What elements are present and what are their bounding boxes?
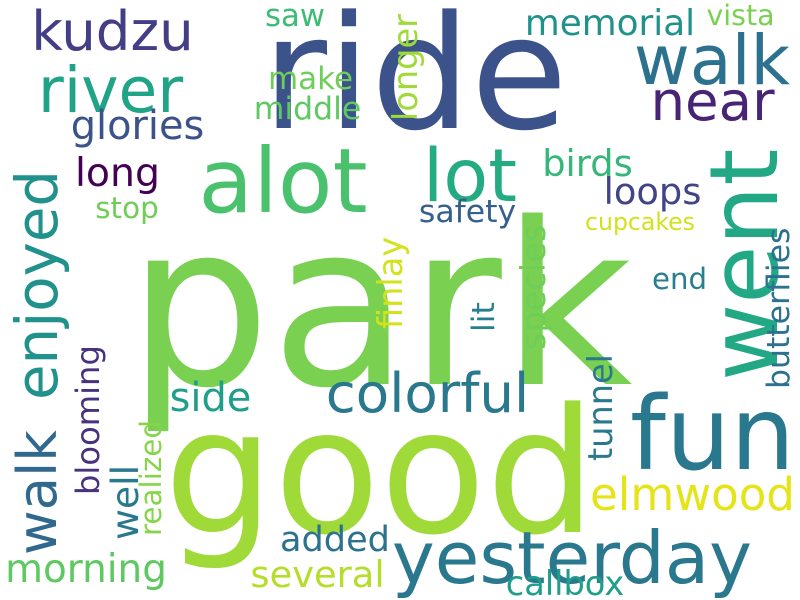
word-enjoyed: enjoyed	[2, 169, 71, 401]
word-fun: fun	[629, 375, 796, 495]
word-lit: lit	[466, 302, 503, 332]
word-loops: loops	[603, 170, 702, 214]
word-make: make	[267, 61, 354, 97]
word-park: park	[127, 175, 633, 438]
word-elmwood: elmwood	[590, 467, 795, 521]
word-side: side	[169, 375, 252, 422]
word-lot: lot	[422, 134, 518, 220]
word-longer: longer	[386, 14, 426, 121]
word-finlay: finlay	[371, 236, 411, 329]
word-glories: glories	[70, 103, 205, 150]
word-end: end	[652, 262, 707, 297]
word-yesterday: yesterday	[391, 517, 753, 600]
word-good: good	[163, 370, 597, 573]
word-added: added	[280, 519, 390, 561]
word-ride: ride	[262, 0, 568, 167]
word-colorful: colorful	[325, 360, 530, 425]
word-river: river	[37, 53, 184, 127]
word-species: species	[514, 224, 554, 351]
word-realized: realized	[134, 419, 169, 536]
word-walk2: walk	[5, 430, 70, 555]
word-birds: birds	[542, 142, 633, 186]
word-stop: stop	[95, 191, 159, 226]
word-walk: walk	[633, 22, 791, 102]
word-blooming: blooming	[68, 345, 107, 495]
word-middle: middle	[253, 91, 362, 128]
word-tunnel: tunnel	[581, 354, 621, 461]
word-vista: vista	[706, 0, 775, 33]
word-callbox: callbox	[505, 564, 625, 600]
word-long: long	[74, 150, 160, 197]
word-near: near	[650, 68, 775, 133]
word-kudzu: kudzu	[31, 0, 194, 63]
word-safety: safety	[418, 194, 517, 231]
word-alot: alot	[198, 129, 368, 234]
word-butterflies: butterflies	[761, 227, 798, 389]
word-morning: morning	[5, 546, 167, 592]
word-several: several	[250, 553, 385, 597]
word-saw: saw	[265, 0, 325, 35]
word-cupcakes: cupcakes	[585, 207, 695, 236]
word-memorial: memorial	[524, 2, 696, 44]
